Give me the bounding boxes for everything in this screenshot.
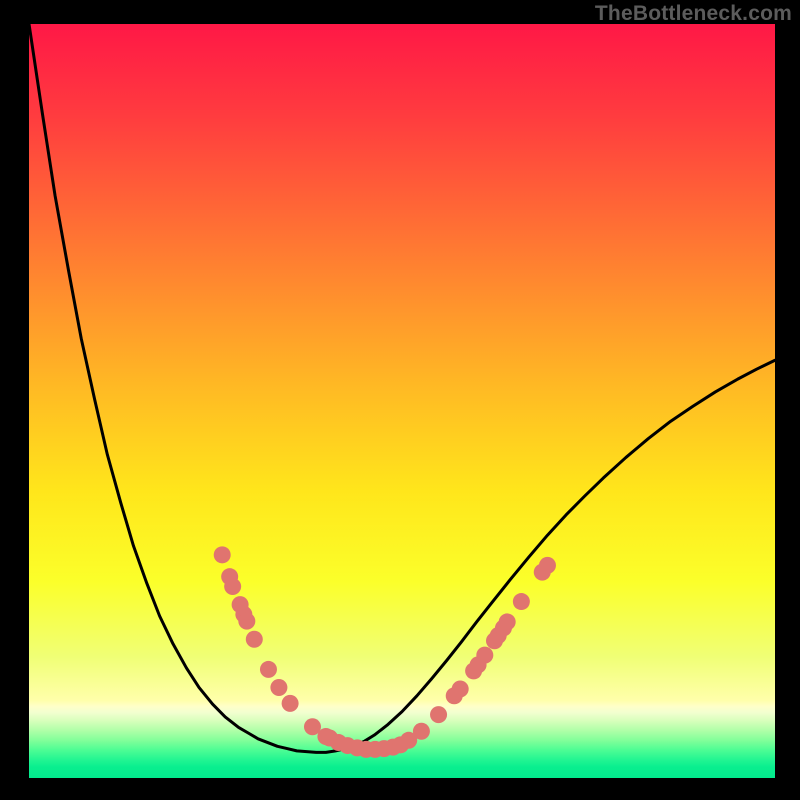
data-marker — [452, 681, 469, 698]
data-marker — [430, 706, 447, 723]
data-marker — [476, 647, 493, 664]
data-marker — [499, 613, 516, 630]
data-marker — [413, 723, 430, 740]
data-marker — [224, 578, 241, 595]
data-marker — [539, 557, 556, 574]
data-marker — [246, 631, 263, 648]
data-marker — [270, 679, 287, 696]
data-marker — [238, 613, 255, 630]
bottleneck-curve-chart — [0, 0, 800, 800]
watermark-label: TheBottleneck.com — [595, 2, 792, 26]
data-marker — [513, 593, 530, 610]
plot-background — [29, 24, 775, 778]
data-marker — [260, 661, 277, 678]
chart-container: { "watermark": { "text": "TheBottleneck.… — [0, 0, 800, 800]
data-marker — [214, 546, 231, 563]
data-marker — [282, 695, 299, 712]
